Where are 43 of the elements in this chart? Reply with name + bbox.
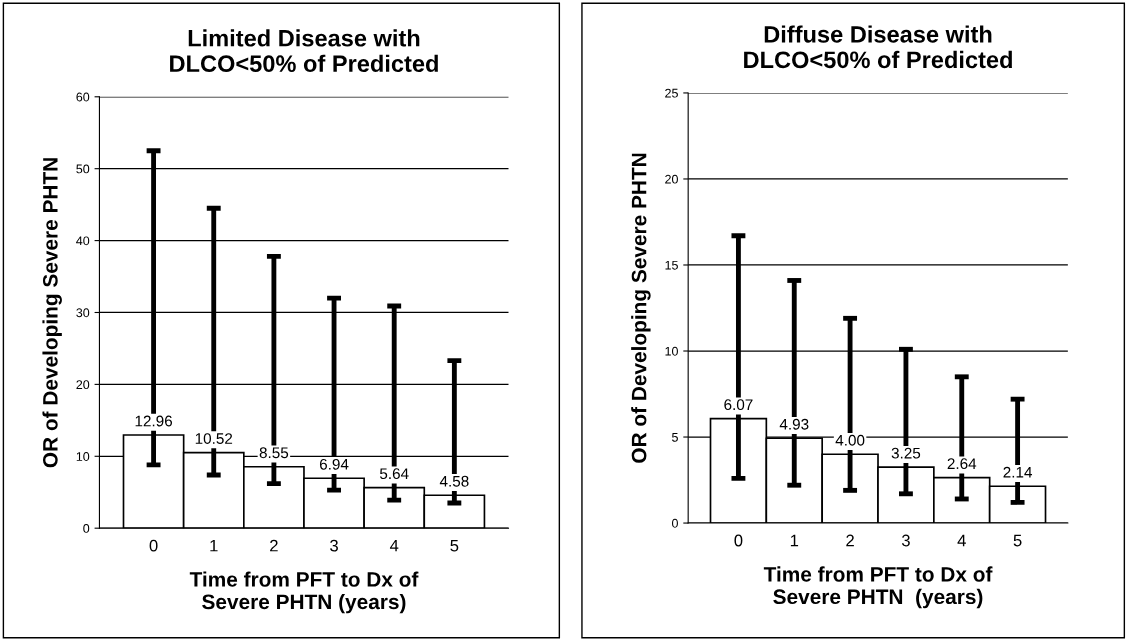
data-label: 2.64 xyxy=(947,458,977,470)
data-label: 12.96 xyxy=(135,415,173,427)
y-tick-label: 40 xyxy=(76,236,90,246)
x-axis-title: Time from PFT to Dx of Severe PHTN (years) xyxy=(189,571,419,614)
y-tick-label: 20 xyxy=(665,174,678,184)
x-tick-label: 2 xyxy=(846,534,854,547)
data-label: 10.52 xyxy=(195,433,233,444)
x-axis-title: Time from PFT to Dx of Severe PHTN (years) xyxy=(763,566,993,609)
data-label: 4.00 xyxy=(835,434,865,446)
data-label: 2.14 xyxy=(1003,466,1033,478)
x-tick-label: 5 xyxy=(450,539,459,552)
x-tick-label: 3 xyxy=(901,534,910,547)
y-tick-label: 30 xyxy=(76,308,90,318)
y-tick-label: 60 xyxy=(76,92,90,102)
data-label: 4.93 xyxy=(779,418,809,430)
x-tick-label: 4 xyxy=(957,534,966,547)
y-axis-title: OR of Developing Severe PHTN xyxy=(631,153,651,463)
x-tick-label: 1 xyxy=(210,539,218,552)
x-tick-label: 0 xyxy=(734,534,743,547)
y-tick-label: 20 xyxy=(76,380,90,390)
data-label: 5.64 xyxy=(379,468,409,480)
data-label: 6.07 xyxy=(724,399,753,411)
x-tick-label: 3 xyxy=(330,539,338,552)
x-tick-label: 1 xyxy=(790,534,799,547)
y-tick-label: 0 xyxy=(671,518,678,528)
y-tick-label: 10 xyxy=(665,346,678,356)
y-tick-label: 5 xyxy=(672,432,678,442)
x-tick-label: 5 xyxy=(1013,534,1022,547)
y-tick-label: 10 xyxy=(76,452,90,461)
data-label: 8.55 xyxy=(259,447,289,459)
x-tick-label: 4 xyxy=(389,539,399,552)
y-tick-label: 0 xyxy=(83,523,90,533)
y-axis-title: OR of Developing Severe PHTN xyxy=(42,158,62,468)
x-tick-label: 2 xyxy=(270,539,278,552)
y-tick-label: 50 xyxy=(76,164,90,174)
y-tick-label: 15 xyxy=(665,260,678,270)
data-label: 6.94 xyxy=(319,458,349,470)
chart-title: Limited Disease with DLCO<50% of Predicted xyxy=(170,29,438,73)
x-tick-label: 0 xyxy=(149,539,158,552)
y-tick-label: 25 xyxy=(665,88,678,98)
chart-title: Diffuse Disease with DLCO<50% of Predicted xyxy=(744,25,1012,69)
data-label: 3.25 xyxy=(891,447,921,459)
data-label: 4.58 xyxy=(439,475,469,487)
